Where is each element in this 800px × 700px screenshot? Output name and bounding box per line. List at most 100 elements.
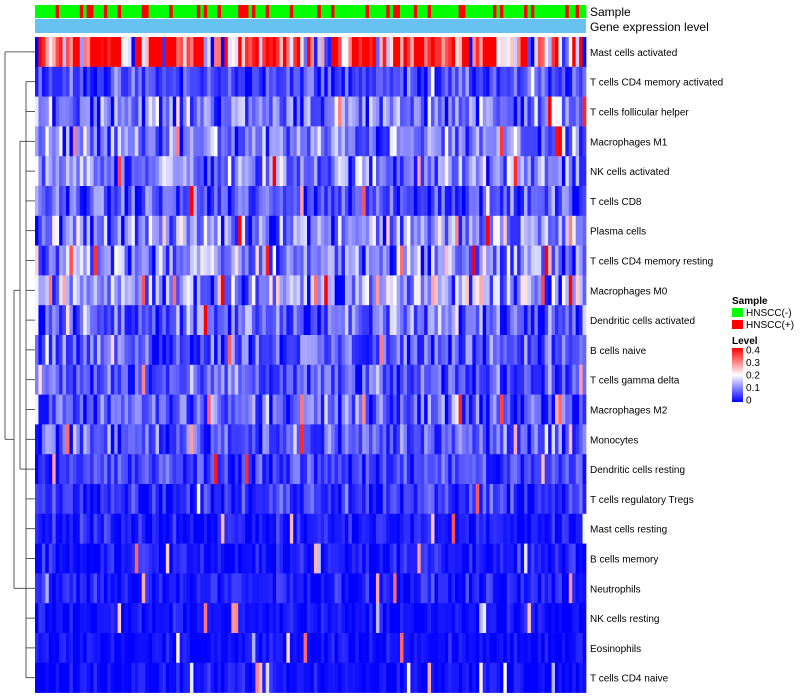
heatmap-cell	[424, 66, 428, 97]
heatmap-cell	[255, 364, 260, 395]
heatmap-cell	[565, 454, 570, 485]
heatmap-cell	[269, 215, 273, 246]
heatmap-cell	[65, 66, 70, 97]
heatmap-cell	[65, 364, 70, 395]
heatmap-cell	[62, 37, 67, 68]
heatmap-cell	[227, 603, 232, 634]
heatmap-cell	[324, 37, 329, 68]
heatmap-cell	[114, 215, 118, 246]
heatmap-cell	[165, 186, 170, 217]
heatmap-cell	[417, 156, 422, 187]
heatmap-cell	[437, 543, 442, 574]
heatmap-cell	[276, 484, 280, 515]
heatmap-cell	[276, 186, 280, 217]
heatmap-cell	[555, 186, 559, 217]
heatmap-cell	[427, 513, 432, 544]
heatmap-cell	[103, 394, 108, 425]
expression-track-label: Gene expression level	[590, 20, 709, 34]
heatmap-cell	[451, 543, 456, 574]
heatmap-cell	[55, 603, 60, 634]
heatmap-cell	[510, 37, 515, 68]
heatmap-cell	[200, 364, 205, 395]
sample-track-cell	[386, 5, 391, 18]
heatmap-cell	[220, 484, 225, 515]
heatmap-cell	[148, 662, 153, 693]
heatmap-cell	[455, 126, 459, 157]
heatmap-cell	[93, 156, 98, 187]
heatmap-cell	[558, 573, 563, 604]
heatmap-cell	[572, 66, 577, 97]
heatmap-cell	[458, 394, 463, 425]
heatmap-cell	[427, 215, 432, 246]
heatmap-cell	[317, 305, 322, 336]
heatmap-cell	[121, 662, 125, 693]
heatmap-cell	[251, 156, 256, 187]
heatmap-cell	[282, 275, 287, 306]
heatmap-cell	[48, 305, 53, 336]
heatmap-cell	[193, 215, 198, 246]
heatmap-cell	[551, 633, 556, 664]
heatmap-cell	[90, 603, 94, 634]
heatmap-cell	[520, 662, 525, 693]
heatmap-cell	[200, 245, 205, 276]
heatmap-cell	[548, 633, 552, 664]
heatmap-cell	[458, 513, 463, 544]
heatmap-cell	[561, 186, 566, 217]
heatmap-cell	[121, 186, 125, 217]
heatmap-cell	[551, 245, 556, 276]
heatmap-cell	[444, 364, 449, 395]
heatmap-cell	[458, 245, 463, 276]
heatmap-cell	[479, 156, 484, 187]
heatmap-cell	[527, 573, 532, 604]
heatmap-cell	[482, 454, 487, 485]
heatmap-cell	[493, 156, 497, 187]
heatmap-cell	[265, 424, 270, 455]
heatmap-cell	[262, 513, 267, 544]
sample-track-cell	[400, 5, 404, 18]
heatmap-cell	[138, 126, 143, 157]
heatmap-cell	[530, 96, 535, 127]
heatmap-cell	[355, 156, 360, 187]
heatmap-cell	[344, 156, 349, 187]
heatmap-cell	[251, 513, 256, 544]
heatmap-cell	[289, 335, 294, 366]
heatmap-cell	[282, 394, 287, 425]
heatmap-cell	[155, 275, 160, 306]
heatmap-cell	[310, 305, 315, 336]
heatmap-cell	[269, 394, 273, 425]
heatmap-cell	[258, 424, 263, 455]
heatmap-cell	[276, 96, 280, 127]
heatmap-cell	[486, 186, 490, 217]
heatmap-cell	[86, 305, 91, 336]
sample-track-cell	[179, 5, 184, 18]
heatmap-cell	[431, 275, 435, 306]
heatmap-cell	[127, 215, 132, 246]
heatmap-cell	[331, 156, 335, 187]
heatmap-cell	[72, 245, 77, 276]
heatmap-cell	[472, 335, 477, 366]
heatmap-cell	[427, 245, 432, 276]
heatmap-cell	[220, 424, 225, 455]
heatmap-cell	[258, 305, 263, 336]
heatmap-cell	[200, 305, 205, 336]
heatmap-cell	[172, 633, 177, 664]
heatmap-cell	[158, 215, 163, 246]
heatmap-cell	[499, 96, 504, 127]
heatmap-cell	[114, 186, 118, 217]
heatmap-cell	[203, 305, 208, 336]
sample-track-cell	[375, 5, 380, 18]
heatmap-cell	[245, 394, 249, 425]
heatmap-cell	[489, 394, 494, 425]
heatmap-cell	[117, 424, 122, 455]
heatmap-cell	[561, 543, 566, 574]
heatmap-cell	[165, 424, 170, 455]
heatmap-cell	[220, 364, 225, 395]
level-tick-label: 0.4	[746, 346, 760, 357]
heatmap-cell	[279, 484, 284, 515]
heatmap-cell	[134, 513, 139, 544]
heatmap-cell	[506, 394, 511, 425]
heatmap-cell	[245, 215, 249, 246]
heatmap-cell	[537, 305, 542, 336]
heatmap-cell	[496, 484, 501, 515]
heatmap-cell	[65, 126, 70, 157]
